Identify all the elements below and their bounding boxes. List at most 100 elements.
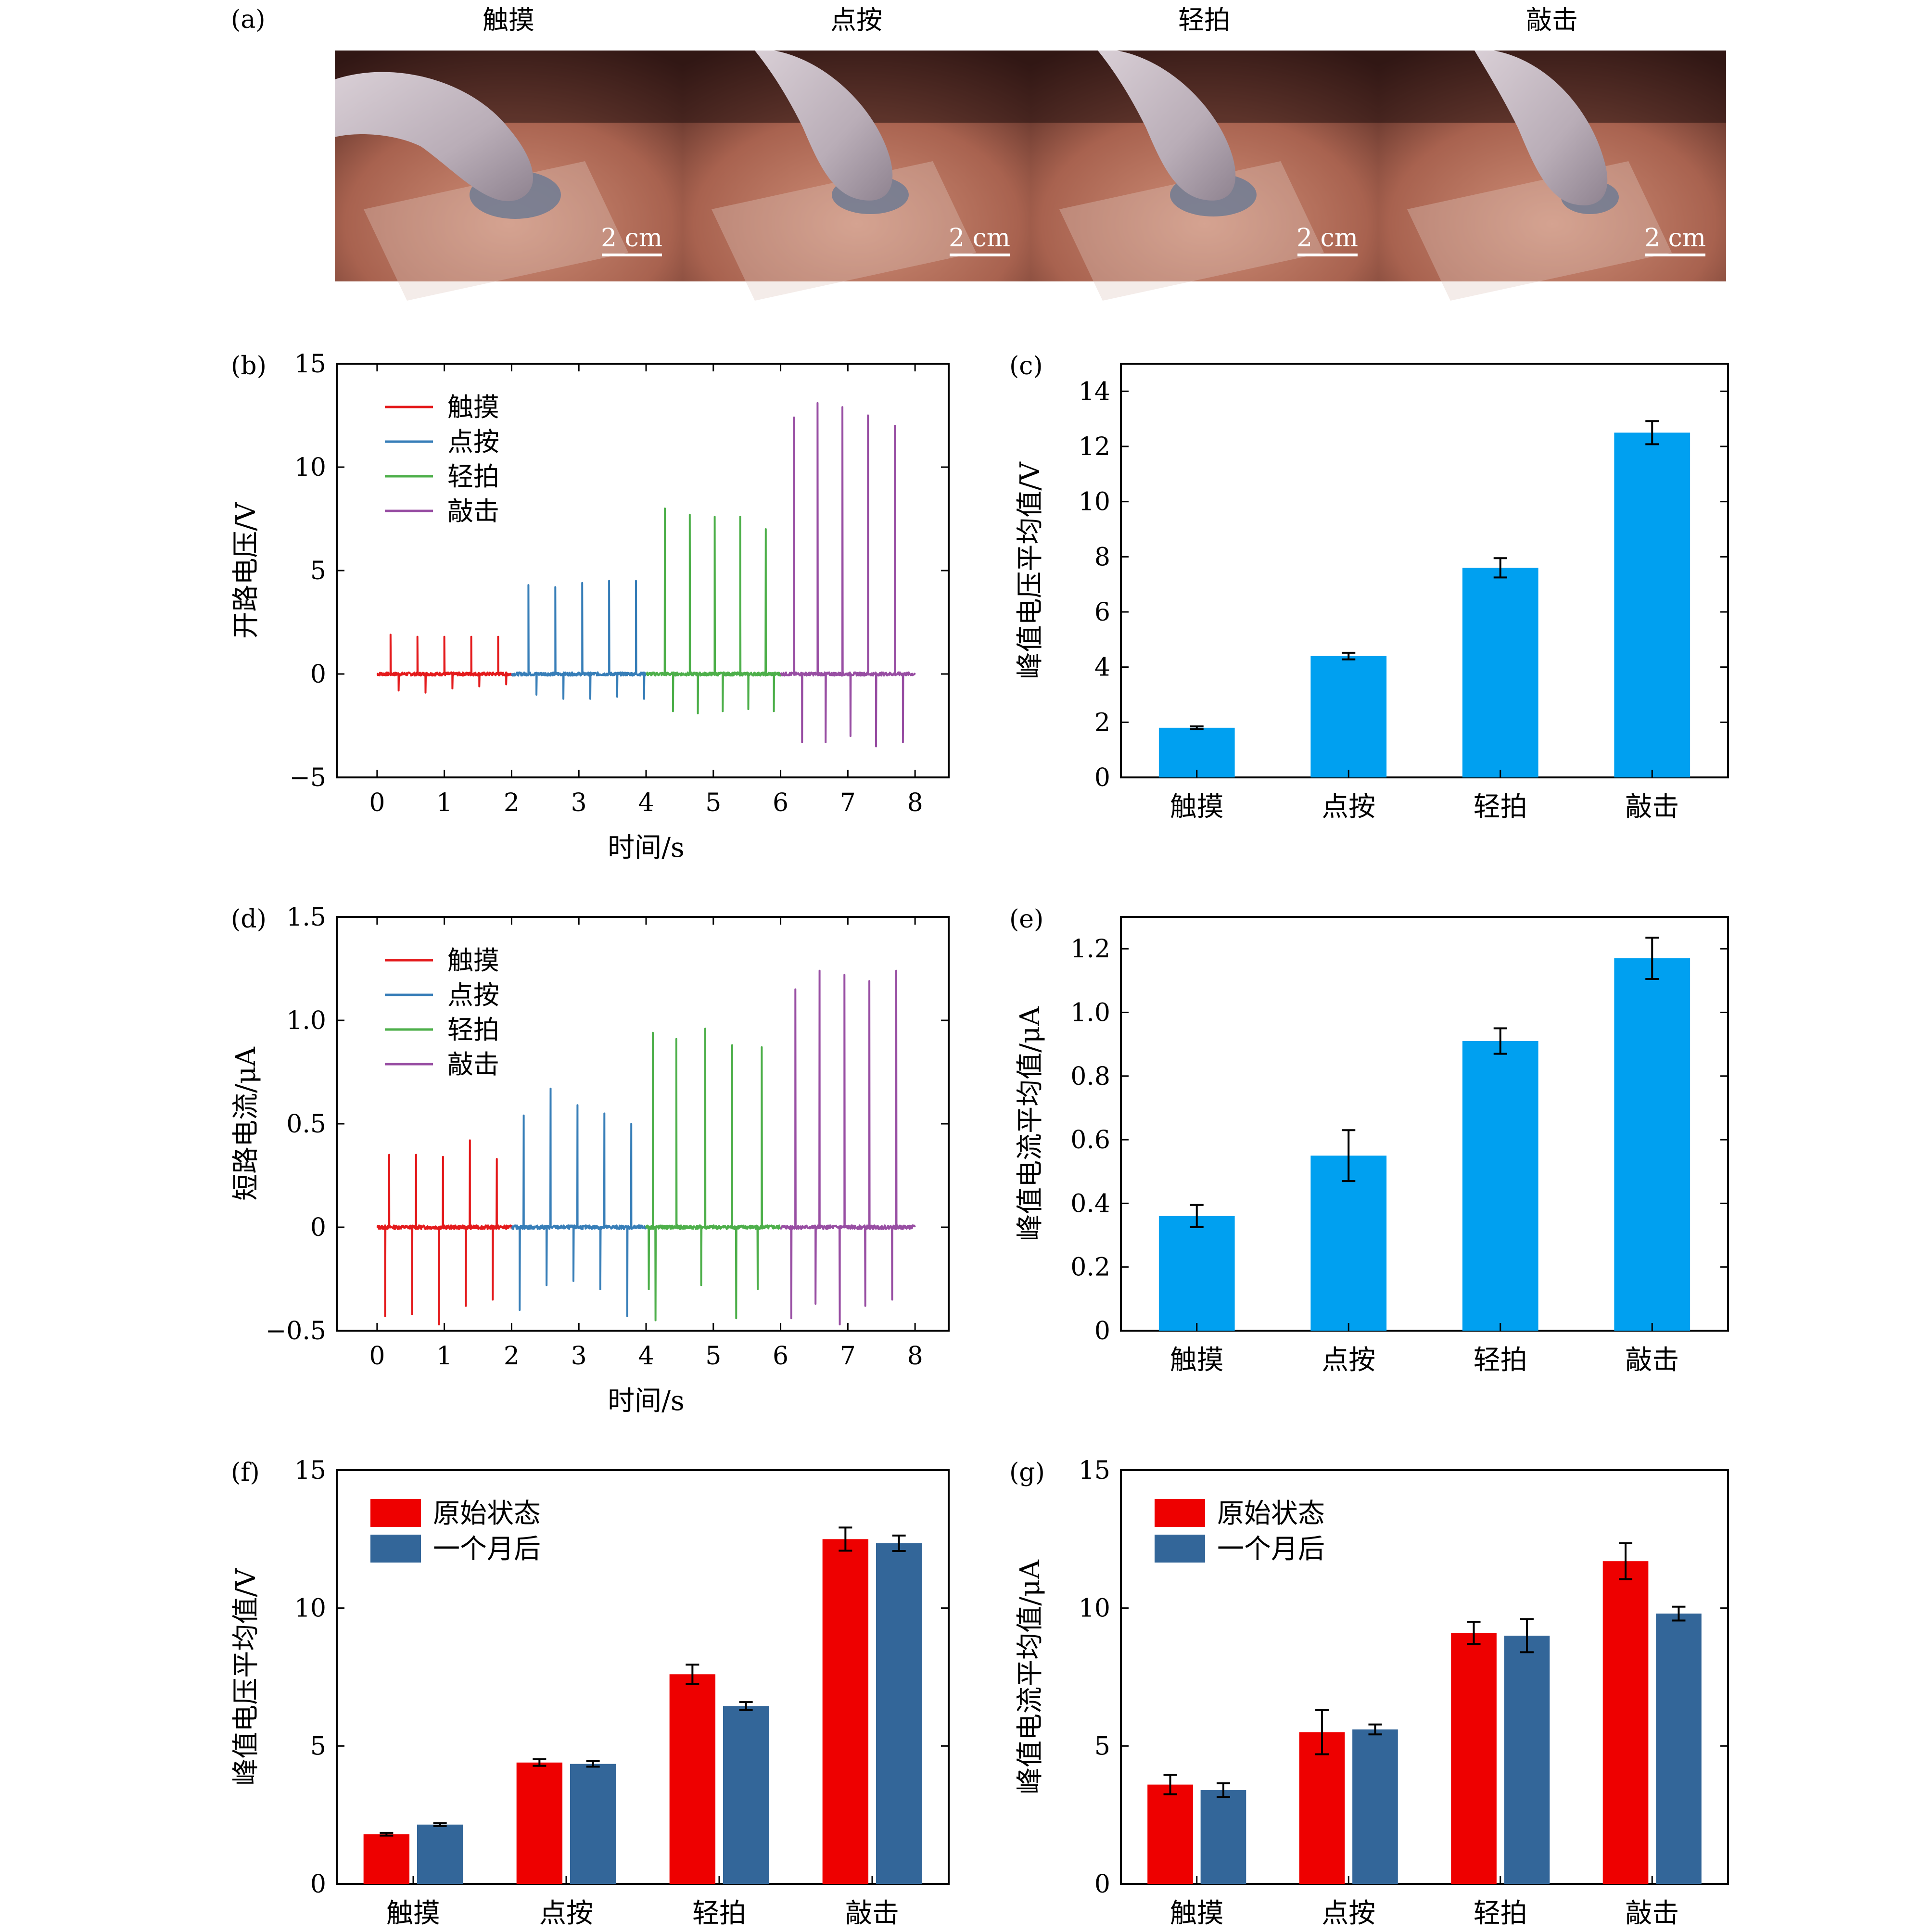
legend-swatch-month <box>370 1535 421 1563</box>
legend-label-original: 原始状态 <box>433 1498 541 1529</box>
chart-peak-current: 触摸 点按 轻拍 敲击 0 0.2 0.4 0.6 0.8 1.0 1.2 峰值电流平均值/μA <box>1015 916 1729 1376</box>
photo-strip: 2 cm 触摸 2 cm 点按 2 cm 轻拍 <box>335 5 1726 301</box>
photo-touch: 2 cm 触摸 <box>335 5 683 301</box>
bar-0 <box>1158 1216 1235 1331</box>
y-tick-label: 0 <box>1094 1870 1110 1899</box>
y-tick-label: 5 <box>310 557 326 585</box>
x-tick-label: 0 <box>369 788 385 817</box>
panel-b-tag: (b) <box>231 352 267 381</box>
legend-label-press: 点按 <box>447 980 499 1010</box>
x-tick-label: 6 <box>773 788 788 817</box>
legend-swatch-original <box>370 1499 421 1527</box>
y-tick-label: 0.6 <box>1070 1126 1110 1155</box>
bar-2 <box>1462 1041 1538 1331</box>
x-category-label: 触摸 <box>1170 1345 1224 1376</box>
x-tick-label: 3 <box>571 788 587 817</box>
y-tick-label: 10 <box>1079 488 1110 517</box>
x-tick-label: 8 <box>907 1342 923 1371</box>
bar-original-0 <box>363 1834 410 1884</box>
bar-original-2 <box>1451 1633 1497 1884</box>
x-category-label: 点按 <box>1322 791 1375 823</box>
panel-g-tag: (g) <box>1009 1458 1045 1487</box>
x-tick-label: 6 <box>773 1342 788 1371</box>
legend-label-month: 一个月后 <box>1217 1534 1325 1565</box>
x-category-label: 点按 <box>1322 1345 1375 1376</box>
legend-label-tap: 敲击 <box>447 1049 499 1080</box>
bar-1 <box>1310 656 1387 777</box>
x-category-label: 轻拍 <box>1474 791 1527 823</box>
x-category-label: 敲击 <box>1625 791 1679 823</box>
y-tick-label: 5 <box>310 1732 326 1761</box>
plot-frame <box>336 1469 950 1885</box>
x-tick-label: 5 <box>705 788 721 817</box>
series-line-press <box>511 1087 647 1317</box>
y-axis-label: 峰值电流平均值/μA <box>1015 1560 1046 1794</box>
photo-label-press: 点按 <box>830 5 882 35</box>
bar-month-3 <box>1656 1614 1702 1884</box>
y-tick-label: 0 <box>310 660 326 689</box>
x-tick-label: 1 <box>436 788 452 817</box>
x-tick-label: 5 <box>705 1342 721 1371</box>
y-axis-label: 峰值电压平均值/V <box>1015 461 1046 679</box>
panel-c-tag: (c) <box>1009 352 1043 381</box>
x-category-label: 点按 <box>539 1898 593 1929</box>
x-tick-label: 7 <box>840 788 856 817</box>
bar-month-2 <box>723 1706 769 1884</box>
y-tick-label: 0.4 <box>1070 1189 1110 1218</box>
series-line-pat <box>645 1028 782 1322</box>
photo-label-touch: 触摸 <box>483 5 534 35</box>
x-tick-label: 4 <box>638 1342 654 1371</box>
y-tick-label: 1.5 <box>286 903 326 932</box>
series-line-touch <box>376 634 513 694</box>
y-axis-label: 短路电流/μA <box>230 1047 262 1201</box>
panel-d-tag: (d) <box>231 905 267 934</box>
legend-label-pat: 轻拍 <box>447 1015 499 1045</box>
plot-frame <box>1120 363 1729 778</box>
x-axis-label: 时间/s <box>608 832 685 864</box>
photo-press: 2 cm 点按 <box>683 5 1030 301</box>
legend-label-touch: 触摸 <box>447 945 499 976</box>
bar-month-1 <box>570 1764 616 1884</box>
x-tick-label: 0 <box>369 1342 385 1371</box>
x-category-label: 点按 <box>1322 1898 1375 1929</box>
y-tick-label: 5 <box>1094 1732 1110 1761</box>
bar-original-3 <box>822 1539 869 1884</box>
x-tick-label: 8 <box>907 788 923 817</box>
x-tick-label: 1 <box>436 1342 452 1371</box>
y-tick-label: 14 <box>1079 377 1110 406</box>
legend-label-touch: 触摸 <box>447 392 499 422</box>
x-tick-label: 2 <box>504 788 520 817</box>
scale-bar-label-touch: 2 cm <box>601 224 662 253</box>
x-axis-label: 时间/s <box>608 1385 685 1417</box>
x-category-label: 触摸 <box>1170 1898 1224 1929</box>
legend-label-month: 一个月后 <box>433 1534 541 1565</box>
bar-month-0 <box>1200 1790 1246 1884</box>
y-tick-label: 1.2 <box>1070 935 1110 964</box>
series-line-tap <box>779 969 916 1326</box>
legend-swatch-original <box>1155 1499 1205 1527</box>
x-tick-label: 3 <box>571 1342 587 1371</box>
x-category-label: 触摸 <box>386 1898 440 1929</box>
y-tick-label: 0 <box>1094 763 1110 792</box>
legend-label-original: 原始状态 <box>1217 1498 1325 1529</box>
y-tick-label: 0.2 <box>1070 1253 1110 1282</box>
bar-month-0 <box>417 1824 463 1884</box>
bar-1 <box>1310 1156 1387 1331</box>
panel-a: (a) 2 cm 触摸 2 cm 点按 <box>231 5 1726 301</box>
y-tick-label: 4 <box>1094 653 1110 682</box>
panel-f-tag: (f) <box>231 1458 260 1487</box>
photo-pat: 2 cm 轻拍 <box>1030 5 1378 301</box>
legend-label-press: 点按 <box>447 427 499 457</box>
y-tick-label: 8 <box>1094 543 1110 572</box>
y-tick-label: 0 <box>310 1870 326 1899</box>
y-tick-label: 10 <box>1079 1594 1110 1623</box>
scale-bar-label-tap: 2 cm <box>1644 224 1706 253</box>
plot-frame <box>1120 916 1729 1332</box>
x-category-label: 轻拍 <box>692 1898 746 1929</box>
y-axis-label: 峰值电压平均值/V <box>230 1568 262 1786</box>
chart-peak-voltage: 触摸 点按 轻拍 敲击 0 2 4 6 8 10 12 14 峰值电压平均值/V <box>1015 363 1729 823</box>
y-tick-label: 0 <box>310 1213 326 1242</box>
